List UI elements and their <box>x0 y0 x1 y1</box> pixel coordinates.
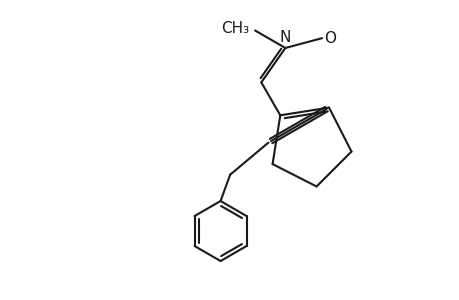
Text: N: N <box>279 30 291 45</box>
Text: O: O <box>324 31 336 46</box>
Text: CH₃: CH₃ <box>220 21 248 36</box>
